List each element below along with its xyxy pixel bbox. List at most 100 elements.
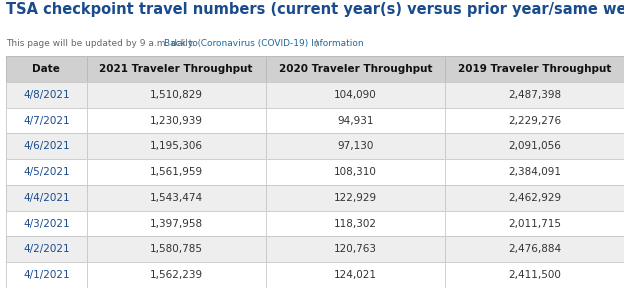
Bar — [6, 133, 87, 159]
Bar — [6, 185, 87, 211]
Bar — [445, 159, 624, 185]
Bar — [6, 262, 87, 288]
Bar — [6, 82, 87, 108]
Bar — [445, 133, 624, 159]
Text: 2,229,276: 2,229,276 — [508, 115, 561, 126]
Bar — [6, 211, 87, 236]
Bar — [266, 133, 445, 159]
Bar — [445, 185, 624, 211]
Bar — [87, 236, 266, 262]
Text: 1,580,785: 1,580,785 — [150, 244, 203, 254]
Bar — [266, 185, 445, 211]
Text: 118,302: 118,302 — [334, 219, 377, 229]
Text: 104,090: 104,090 — [334, 90, 377, 100]
Bar — [445, 236, 624, 262]
Text: 1,510,829: 1,510,829 — [150, 90, 203, 100]
Bar — [87, 133, 266, 159]
Bar — [6, 82, 87, 108]
Bar — [266, 185, 445, 211]
Text: 1,195,306: 1,195,306 — [150, 141, 203, 151]
Text: Back to Coronavirus (COVID-19) Information: Back to Coronavirus (COVID-19) Informati… — [164, 39, 364, 48]
Bar — [6, 185, 87, 211]
Bar — [266, 211, 445, 236]
Bar — [6, 56, 87, 82]
Bar — [87, 211, 266, 236]
Bar — [445, 82, 624, 108]
Bar — [87, 108, 266, 133]
Text: TSA checkpoint travel numbers (current year(s) versus prior year/same weekday): TSA checkpoint travel numbers (current y… — [6, 2, 624, 17]
Text: 1,230,939: 1,230,939 — [150, 115, 203, 126]
Bar — [266, 236, 445, 262]
Text: 120,763: 120,763 — [334, 244, 377, 254]
Text: 4/8/2021: 4/8/2021 — [23, 90, 70, 100]
Bar — [6, 159, 87, 185]
Bar — [266, 108, 445, 133]
Text: 2,091,056: 2,091,056 — [508, 141, 561, 151]
Bar — [87, 82, 266, 108]
Bar — [266, 262, 445, 288]
Bar — [6, 159, 87, 185]
Text: 2019 Traveler Throughput: 2019 Traveler Throughput — [458, 64, 611, 74]
Bar — [266, 159, 445, 185]
Bar — [445, 211, 624, 236]
Bar — [6, 262, 87, 288]
Bar — [445, 56, 624, 82]
Bar — [6, 108, 87, 133]
Bar — [445, 56, 624, 82]
Text: 108,310: 108,310 — [334, 167, 377, 177]
Bar — [6, 56, 87, 82]
Bar — [445, 159, 624, 185]
Bar — [87, 185, 266, 211]
Bar — [445, 262, 624, 288]
Bar — [266, 133, 445, 159]
Bar — [6, 236, 87, 262]
Text: 4/6/2021: 4/6/2021 — [23, 141, 70, 151]
Bar — [87, 108, 266, 133]
Bar — [445, 211, 624, 236]
Bar — [6, 211, 87, 236]
Bar — [266, 108, 445, 133]
Bar — [87, 236, 266, 262]
Text: 94,931: 94,931 — [337, 115, 374, 126]
Text: 2,487,398: 2,487,398 — [508, 90, 561, 100]
Bar — [445, 82, 624, 108]
Text: 2,384,091: 2,384,091 — [508, 167, 561, 177]
Text: Date: Date — [32, 64, 61, 74]
Text: This page will be updated by 9 a.m. daily. (: This page will be updated by 9 a.m. dail… — [6, 39, 202, 48]
Bar — [87, 185, 266, 211]
Text: 4/1/2021: 4/1/2021 — [23, 270, 70, 280]
Bar — [445, 236, 624, 262]
Bar — [87, 56, 266, 82]
Bar — [6, 133, 87, 159]
Bar — [87, 82, 266, 108]
Text: 2,476,884: 2,476,884 — [508, 244, 561, 254]
Bar — [87, 262, 266, 288]
Bar — [266, 56, 445, 82]
Bar — [6, 108, 87, 133]
Text: 4/2/2021: 4/2/2021 — [23, 244, 70, 254]
Bar — [445, 133, 624, 159]
Bar — [266, 211, 445, 236]
Bar — [266, 236, 445, 262]
Bar — [87, 262, 266, 288]
Bar — [266, 82, 445, 108]
Text: 124,021: 124,021 — [334, 270, 377, 280]
Bar — [87, 211, 266, 236]
Text: 1,397,958: 1,397,958 — [150, 219, 203, 229]
Text: 4/7/2021: 4/7/2021 — [23, 115, 70, 126]
Bar — [6, 236, 87, 262]
Bar — [266, 262, 445, 288]
Bar — [445, 108, 624, 133]
Text: 2020 Traveler Throughput: 2020 Traveler Throughput — [278, 64, 432, 74]
Text: 1,561,959: 1,561,959 — [150, 167, 203, 177]
Text: 97,130: 97,130 — [337, 141, 373, 151]
Bar — [87, 159, 266, 185]
Bar — [445, 108, 624, 133]
Bar — [87, 159, 266, 185]
Text: 122,929: 122,929 — [334, 193, 377, 203]
Bar — [266, 56, 445, 82]
Bar — [266, 159, 445, 185]
Text: 1,543,474: 1,543,474 — [150, 193, 203, 203]
Text: 2,011,715: 2,011,715 — [508, 219, 561, 229]
Bar — [445, 185, 624, 211]
